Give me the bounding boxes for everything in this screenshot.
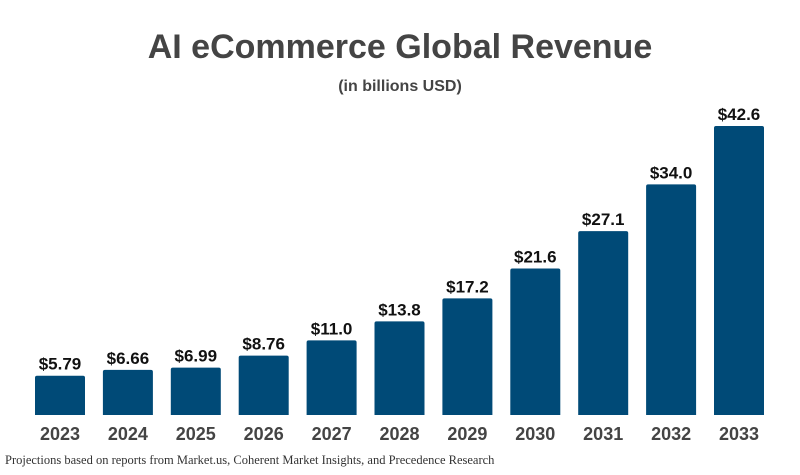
x-tick-label-2033: 2033 xyxy=(719,424,759,444)
bar-2025 xyxy=(170,367,221,415)
data-label-2026: $8.76 xyxy=(242,335,285,354)
bar-2026 xyxy=(238,355,289,415)
bar-chart: $5.79 2023 $6.66 2024 $6.99 2025 $8.76 2026 $11.… xyxy=(35,105,764,444)
x-tick-label-2025: 2025 xyxy=(176,424,216,444)
data-label-2025: $6.99 xyxy=(175,347,218,366)
chart-title: AI eCommerce Global Revenue xyxy=(147,28,653,66)
bar-2029 xyxy=(442,298,493,415)
chart-subtitle: (in billions USD) xyxy=(338,78,462,95)
bar-2023 xyxy=(35,375,85,415)
x-tick-label-2026: 2026 xyxy=(244,424,284,444)
x-tick-label-2028: 2028 xyxy=(379,424,419,444)
bar-2031 xyxy=(578,231,629,415)
bar-2028 xyxy=(374,321,425,415)
x-tick-label-2030: 2030 xyxy=(515,424,555,444)
footnote: Projections based on reports from Market… xyxy=(5,453,495,467)
x-tick-label-2024: 2024 xyxy=(108,424,148,444)
bar-2032 xyxy=(646,184,697,415)
data-label-2024: $6.66 xyxy=(107,349,150,368)
x-tick-label-2023: 2023 xyxy=(40,424,80,444)
data-label-2029: $17.2 xyxy=(446,277,489,296)
bar-2030 xyxy=(510,268,561,415)
data-label-2032: $34.0 xyxy=(650,163,693,182)
bar-2024 xyxy=(102,369,153,415)
data-label-2023: $5.79 xyxy=(39,355,82,374)
x-tick-label-2031: 2031 xyxy=(583,424,623,444)
x-tick-label-2027: 2027 xyxy=(312,424,352,444)
data-label-2027: $11.0 xyxy=(311,319,353,338)
x-tick-label-2032: 2032 xyxy=(651,424,691,444)
bar-2027 xyxy=(306,340,357,415)
data-label-2030: $21.6 xyxy=(514,247,557,266)
x-tick-label-2029: 2029 xyxy=(447,424,487,444)
data-label-2031: $27.1 xyxy=(582,210,625,229)
data-label-2033: $42.6 xyxy=(718,105,761,124)
data-label-2028: $13.8 xyxy=(378,300,421,319)
bar-2033 xyxy=(714,126,764,415)
